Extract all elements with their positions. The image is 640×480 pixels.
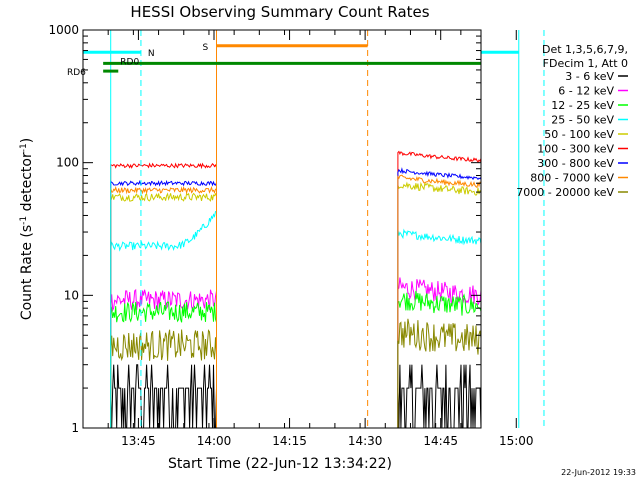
x-tick-label: 14:15 [272, 434, 307, 448]
series-line [110, 364, 217, 429]
series-line [110, 162, 217, 428]
flag-label: RD6 [67, 68, 86, 78]
legend-entry-label: 300 - 800 keV [537, 157, 614, 170]
y-axis-label-sup2: -1 [19, 143, 29, 152]
chart-title: HESSI Observing Summary Count Rates [130, 3, 429, 21]
series-line [110, 301, 217, 428]
y-tick-label: 100 [56, 156, 79, 170]
x-tick-label: 14:30 [348, 434, 383, 448]
plot-frame [82, 29, 482, 429]
series-line [397, 277, 482, 428]
y-axis-label-main: Count Rate (s [19, 225, 35, 320]
series-line [110, 210, 217, 428]
legend-header: FDecim 1, Att 0 [543, 57, 628, 70]
y-axis-label-end: ) [19, 138, 35, 143]
series-line [397, 167, 482, 428]
axes-layer: 1 10 100 1000 13:45 14:00 14:15 14:30 14:45 15:00 [48, 23, 533, 448]
y-axis-label: Count Rate (s-1 detector-1) [19, 138, 35, 320]
flag-label: N [148, 49, 155, 59]
series-line [110, 179, 217, 428]
flags-layer: N S RD0 RD6 [67, 30, 545, 428]
x-tick-label: 14:45 [423, 434, 458, 448]
x-tick-label: 14:00 [197, 434, 232, 448]
y-axis-label-mid: detector [19, 152, 35, 216]
series-line [397, 290, 482, 428]
x-tick-label: 13:45 [121, 434, 156, 448]
flag-label: RD0 [120, 57, 139, 67]
series-line [397, 181, 482, 428]
series-line [397, 174, 482, 428]
legend-header: Det 1,3,5,6,7,9, [542, 43, 628, 56]
legend-entry-label: 50 - 100 keV [544, 128, 614, 141]
legend: Det 1,3,5,6,7,9,FDecim 1, Att 03 - 6 keV… [516, 43, 628, 199]
series-line [110, 186, 217, 428]
x-axis-label: Start Time (22-Jun-12 13:34:22) [168, 456, 392, 472]
series-line [110, 192, 217, 428]
y-axis-label-sup1: -1 [19, 216, 29, 225]
y-tick-label: 1000 [48, 23, 79, 37]
legend-entry-label: 100 - 300 keV [537, 143, 614, 156]
y-tick-label: 1 [71, 421, 79, 435]
legend-entry-label: 3 - 6 keV [565, 70, 614, 83]
legend-entry-label: 12 - 25 keV [551, 99, 614, 112]
legend-entry-label: 25 - 50 keV [551, 114, 614, 127]
x-tick-label: 15:00 [499, 434, 534, 448]
series-line [110, 329, 217, 428]
timestamp: 22-Jun-2012 19:33 [561, 468, 636, 477]
legend-entry-label: 7000 - 20000 keV [516, 186, 614, 199]
series-line [397, 228, 482, 428]
data-layer [110, 150, 482, 429]
series-line [397, 150, 482, 428]
y-tick-label: 10 [64, 288, 79, 302]
series-line [397, 318, 482, 428]
series-line [110, 288, 217, 428]
flag-label: S [203, 43, 209, 53]
legend-entry-label: 800 - 7000 keV [530, 172, 614, 185]
legend-entry-label: 6 - 12 keV [558, 85, 614, 98]
series-line [397, 364, 482, 429]
